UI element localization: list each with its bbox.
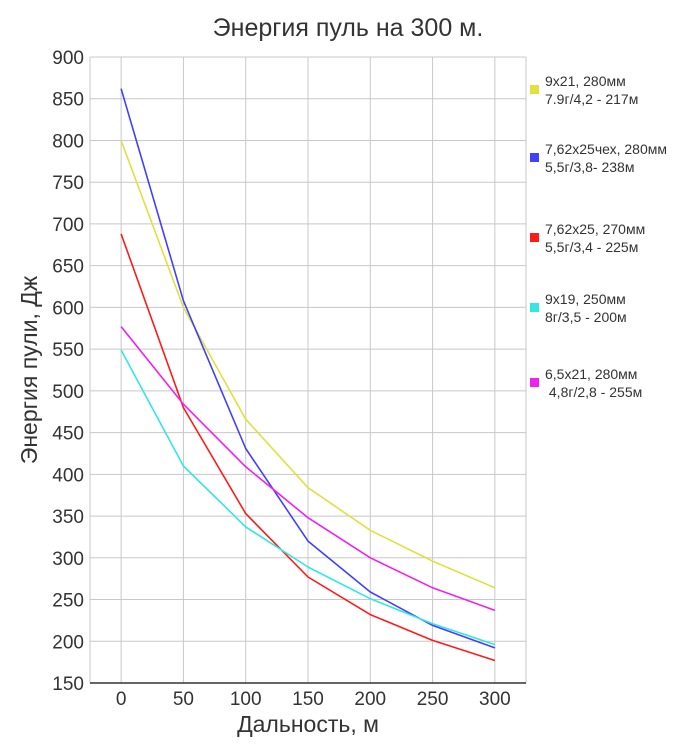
- legend-swatch: [530, 233, 539, 242]
- y-tick-label: 500: [52, 382, 84, 403]
- y-tick-label: 250: [52, 591, 84, 612]
- legend-item: 6,5х21, 280мм 4,8г/2,8 - 255м: [530, 366, 642, 400]
- plot-area: [120, 88, 496, 662]
- y-tick-label: 200: [52, 632, 84, 653]
- y-tick-label: 550: [52, 340, 84, 361]
- legend: 9х21, 280мм 7.9г/4,2 - 217м 7,62х25чех, 28…: [530, 73, 667, 400]
- legend-sublabel: 4,8г/2,8 - 255м: [545, 384, 642, 400]
- grid: [89, 56, 527, 684]
- x-tick-label: 150: [292, 689, 324, 710]
- x-tick-label: 300: [479, 689, 511, 710]
- legend-label: 7,62х25, 270мм: [545, 221, 645, 237]
- y-tick-label: 900: [52, 48, 84, 69]
- x-axis-label: Дальность, м: [237, 711, 379, 737]
- y-tick-label: 750: [52, 173, 84, 194]
- x-tick-label: 200: [354, 689, 386, 710]
- y-tick-label: 300: [52, 549, 84, 570]
- legend-sublabel: 8г/3,5 - 200м: [545, 309, 627, 325]
- legend-item: 7,62х25, 270мм 5,5г/3,4 - 225м: [530, 221, 645, 255]
- legend-sublabel: 5,5г/3,8- 238м: [545, 159, 634, 175]
- legend-label: 6,5х21, 280мм: [545, 366, 637, 382]
- series-line-3: [120, 233, 496, 662]
- legend-sublabel: 5,5г/3,4 - 225м: [545, 239, 638, 255]
- y-tick-label: 600: [52, 298, 84, 319]
- x-tick-label: 50: [173, 689, 194, 710]
- series-line-2: [120, 88, 496, 649]
- y-tick-label: 850: [52, 90, 84, 111]
- legend-label: 9х21, 280мм: [545, 73, 626, 89]
- y-axis-label: Энергия пули, Дж: [16, 275, 42, 464]
- legend-item: 7,62х25чех, 280мм 5,5г/3,8- 238м: [530, 141, 667, 175]
- legend-swatch: [530, 303, 539, 312]
- legend-label: 7,62х25чех, 280мм: [545, 141, 667, 157]
- x-tick-label: 250: [417, 689, 449, 710]
- series-line-1: [120, 140, 496, 589]
- y-tick-label: 700: [52, 215, 84, 236]
- x-tick-label: 0: [116, 689, 127, 710]
- legend-swatch: [530, 153, 539, 162]
- legend-sublabel: 7.9г/4,2 - 217м: [545, 91, 638, 107]
- y-tick-label: 450: [52, 424, 84, 445]
- legend-item: 9х19, 250мм 8г/3,5 - 200м: [530, 291, 627, 325]
- legend-swatch: [530, 85, 539, 94]
- legend-label: 9х19, 250мм: [545, 291, 626, 307]
- y-tick-label: 350: [52, 507, 84, 528]
- y-tick-label: 800: [52, 131, 84, 152]
- chart-title: Энергия пуль на 300 м.: [213, 14, 484, 42]
- series-line-5: [120, 326, 496, 612]
- x-tick-label: 100: [230, 689, 262, 710]
- y-tick-label: 650: [52, 257, 84, 278]
- series-line-4: [120, 349, 496, 646]
- legend-swatch: [530, 378, 539, 387]
- axis-ticks: 1502002503003504004505005506006507007508…: [52, 48, 510, 710]
- legend-item: 9х21, 280мм 7.9г/4,2 - 217м: [530, 73, 638, 107]
- y-tick-label: 400: [52, 465, 84, 486]
- y-tick-label: 150: [52, 674, 84, 695]
